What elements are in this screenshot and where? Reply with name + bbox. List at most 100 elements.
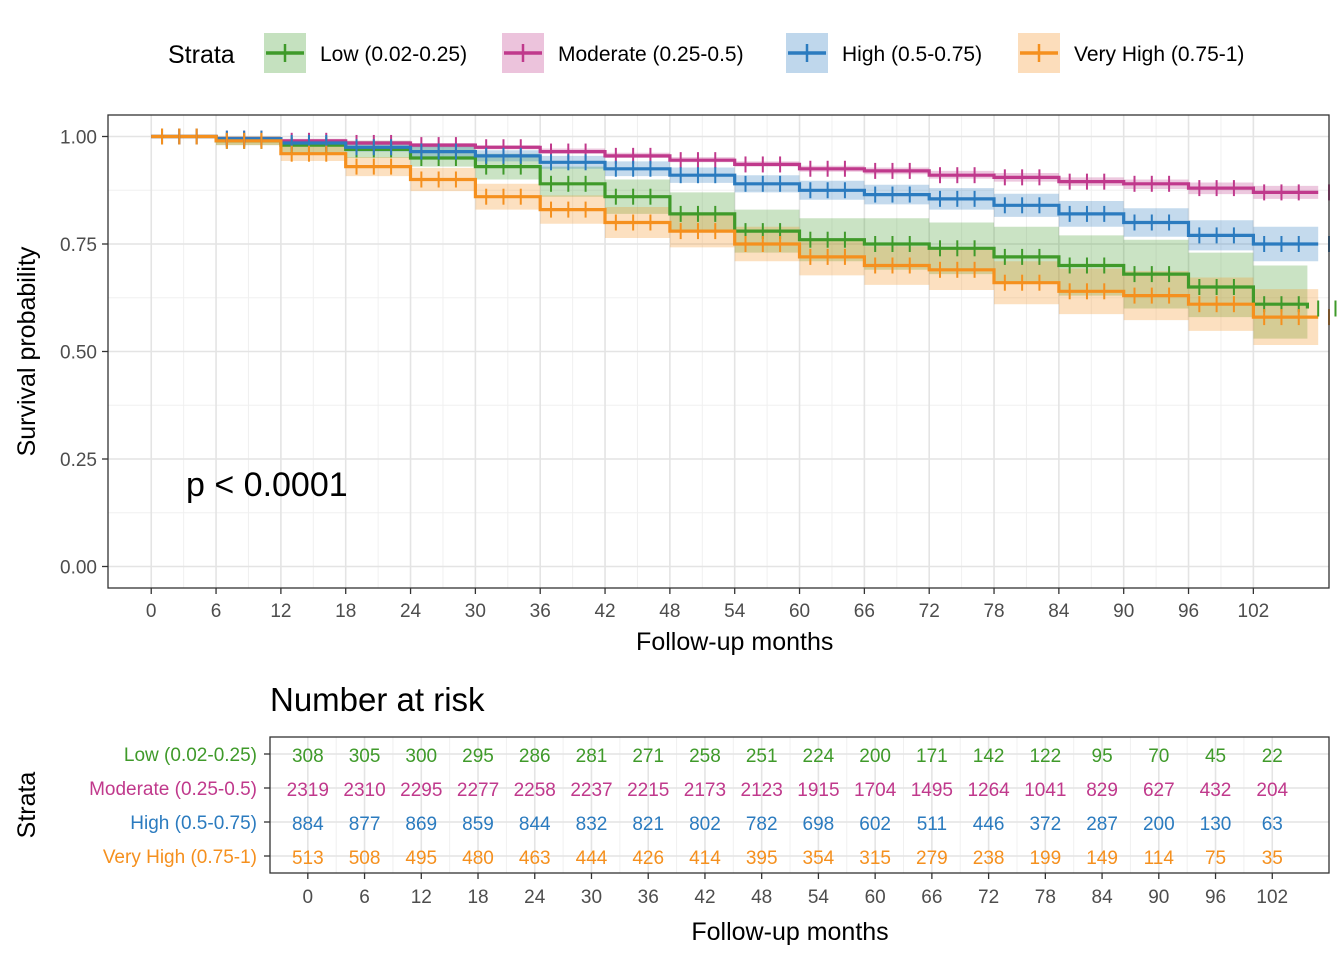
- risk-cell: 224: [803, 746, 835, 767]
- risk-y-axis-title: Strata: [13, 772, 41, 839]
- km-x-axis-title: Follow-up months: [636, 628, 833, 656]
- ci-band-high-0-5-0-75: [151, 136, 1319, 262]
- risk-grid: [270, 737, 1329, 873]
- legend-title: Strata: [168, 41, 235, 69]
- km-x-tick-label: 84: [1048, 601, 1070, 622]
- risk-cell: 305: [349, 746, 381, 767]
- risk-x-tick-label: 102: [1256, 887, 1288, 908]
- risk-cell: 821: [632, 814, 664, 835]
- risk-cell: 1264: [967, 780, 1010, 801]
- risk-cell: 1495: [911, 780, 953, 801]
- risk-cell: 513: [292, 848, 324, 869]
- legend-item-very-high-0-75-1: Very High (0.75-1): [1018, 33, 1244, 73]
- risk-cell: 122: [1029, 746, 1061, 767]
- risk-cell: 204: [1256, 780, 1288, 801]
- risk-x-tick-label: 24: [524, 887, 546, 908]
- km-x-tick-label: 90: [1113, 601, 1134, 622]
- km-y-axis-title: Survival probability: [13, 246, 41, 456]
- risk-cell: 70: [1148, 746, 1169, 767]
- km-grid: [108, 115, 1329, 588]
- risk-row-label-low-0-02-0-25: Low (0.02-0.25): [124, 745, 257, 766]
- risk-cell: 63: [1262, 814, 1283, 835]
- risk-cell: 22: [1262, 746, 1283, 767]
- risk-cell: 45: [1205, 746, 1226, 767]
- risk-cell: 308: [292, 746, 324, 767]
- risk-cell: 508: [349, 848, 381, 869]
- risk-cell: 698: [803, 814, 835, 835]
- risk-cell: 627: [1143, 780, 1175, 801]
- risk-row-moderate-0-25-0-5: 2319 2310 2295 2277 2258 2237 2215 2173 2123 1915…: [287, 780, 1289, 801]
- risk-cell: 446: [973, 814, 1005, 835]
- km-curves: [151, 128, 1337, 326]
- censor-marks-high-0-5-0-75: [161, 128, 1330, 252]
- legend-label-high-0-5-0-75: High (0.5-0.75): [842, 43, 982, 66]
- km-x-tick-label: 36: [530, 601, 551, 622]
- km-x-tick-label: 12: [270, 601, 291, 622]
- risk-cell: 2173: [684, 780, 726, 801]
- ci-band-moderate-0-25-0-5: [151, 136, 1319, 200]
- risk-x-tick-label: 90: [1148, 887, 1169, 908]
- risk-cell: 2237: [570, 780, 612, 801]
- km-plot-panel: 0 6 12 18 24 30 36 42 48 54 60 66 72 78 84 90 96 102 Follo…: [13, 114, 1337, 656]
- km-y-tick-label: 0.00: [60, 558, 97, 579]
- km-x-tick-label: 96: [1178, 601, 1199, 622]
- risk-x-tick-label: 60: [865, 887, 886, 908]
- risk-x-tick-label: 48: [751, 887, 772, 908]
- risk-cell: 426: [632, 848, 664, 869]
- km-x-tick-label: 78: [983, 601, 1004, 622]
- risk-cell: 877: [349, 814, 381, 835]
- risk-cell: 1704: [854, 780, 897, 801]
- risk-cell: 95: [1092, 746, 1113, 767]
- risk-x-tick-label: 54: [808, 887, 830, 908]
- legend-item-moderate-0-25-0-5: Moderate (0.25-0.5): [502, 33, 744, 73]
- risk-x-tick-label: 84: [1092, 887, 1114, 908]
- risk-cell: 480: [462, 848, 494, 869]
- km-x-tick-label: 0: [146, 601, 157, 622]
- risk-panel-border: [269, 736, 1330, 874]
- risk-row-label-very-high-0-75-1: Very High (0.75-1): [103, 847, 257, 868]
- risk-cell: 2258: [514, 780, 556, 801]
- legend-label-moderate-0-25-0-5: Moderate (0.25-0.5): [558, 43, 744, 66]
- risk-cell: 258: [689, 746, 721, 767]
- risk-cell: 286: [519, 746, 551, 767]
- risk-cell: 2277: [457, 780, 499, 801]
- risk-x-tick-label: 12: [411, 887, 432, 908]
- risk-x-tick-label: 18: [467, 887, 488, 908]
- risk-cell: 844: [519, 814, 551, 835]
- km-x-tick-label: 48: [659, 601, 680, 622]
- survival-curve-very-high-0-75-1: [151, 134, 1319, 319]
- legend-label-low-0-02-0-25: Low (0.02-0.25): [320, 43, 467, 66]
- risk-cell: 199: [1029, 848, 1061, 869]
- risk-cell: 2319: [287, 780, 329, 801]
- km-x-tick-label: 66: [854, 601, 875, 622]
- risk-y-axis: Low (0.02-0.25) Moderate (0.25-0.5) High (…: [13, 745, 270, 868]
- risk-cell: 130: [1200, 814, 1232, 835]
- legend-label-very-high-0-75-1: Very High (0.75-1): [1074, 43, 1244, 66]
- risk-table-title: Number at risk: [270, 681, 485, 718]
- risk-cell: 511: [917, 814, 947, 835]
- risk-cell: 35: [1262, 848, 1283, 869]
- risk-cell: 869: [405, 814, 437, 835]
- risk-cell: 602: [859, 814, 891, 835]
- km-x-tick-label: 6: [211, 601, 222, 622]
- risk-row-very-high-0-75-1: 513 508 495 480 463 444 426 414 395 354 315 279 238 1…: [292, 848, 1283, 869]
- risk-cell: 281: [576, 746, 608, 767]
- risk-cell: 2123: [741, 780, 783, 801]
- risk-cell: 859: [462, 814, 494, 835]
- km-x-axis: 0 6 12 18 24 30 36 42 48 54 60 66 72 78 84 90 96 102 Follo…: [146, 588, 1269, 656]
- risk-cell: 295: [462, 746, 494, 767]
- survival-curve-high-0-5-0-75: [151, 134, 1319, 246]
- risk-cell: 829: [1086, 780, 1118, 801]
- risk-cell: 354: [803, 848, 835, 869]
- p-value-annotation: p < 0.0001: [186, 466, 348, 504]
- risk-row-label-moderate-0-25-0-5: Moderate (0.25-0.5): [89, 779, 257, 800]
- risk-cell: 444: [576, 848, 608, 869]
- risk-x-tick-label: 30: [581, 887, 602, 908]
- risk-cell: 149: [1086, 848, 1118, 869]
- km-x-tick-label: 72: [919, 601, 940, 622]
- risk-cell: 463: [519, 848, 551, 869]
- km-x-tick-label: 18: [335, 601, 356, 622]
- risk-cell: 171: [916, 746, 948, 767]
- risk-cell: 142: [973, 746, 1005, 767]
